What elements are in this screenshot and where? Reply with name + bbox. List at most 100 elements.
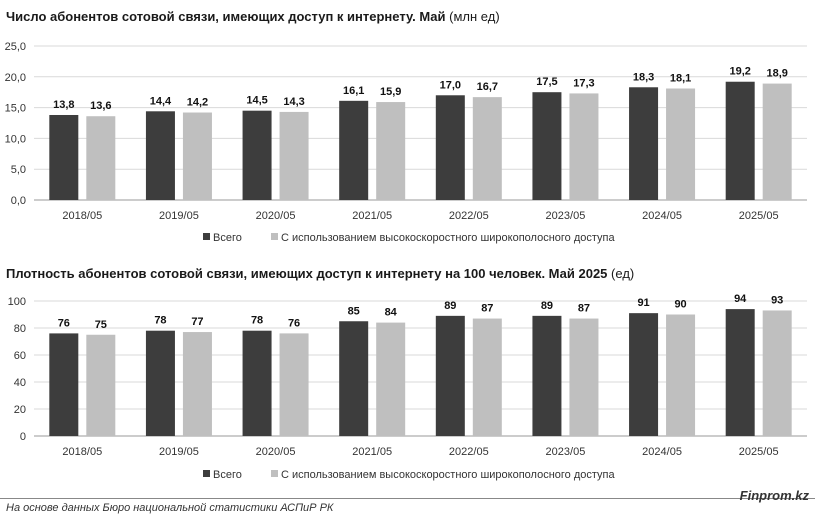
bar-total bbox=[629, 87, 659, 200]
chart-2-unit: (ед) bbox=[611, 266, 635, 281]
bar-broadband bbox=[762, 310, 792, 436]
data-label: 13,8 bbox=[53, 99, 74, 111]
bar-total bbox=[242, 330, 272, 436]
legend-label-total: Всего bbox=[213, 232, 242, 244]
bar-broadband bbox=[182, 112, 212, 200]
chart-1-unit: (млн ед) bbox=[449, 9, 500, 24]
x-tick-label: 2025/05 bbox=[739, 210, 779, 222]
data-label: 93 bbox=[771, 294, 783, 306]
data-label: 75 bbox=[95, 319, 107, 331]
footer-divider bbox=[0, 498, 815, 499]
chart-2-title: Плотность абонентов сотовой связи, имеющ… bbox=[6, 266, 634, 281]
bar-broadband bbox=[666, 314, 696, 436]
x-tick-label: 2020/05 bbox=[256, 446, 296, 458]
bar-total bbox=[339, 321, 369, 436]
x-tick-label: 2024/05 bbox=[642, 210, 682, 222]
bar-total bbox=[725, 81, 755, 200]
bar-total bbox=[629, 313, 659, 436]
bar-total bbox=[145, 111, 175, 200]
data-label: 84 bbox=[385, 307, 398, 319]
data-label: 13,6 bbox=[90, 100, 111, 112]
data-label: 90 bbox=[674, 299, 686, 311]
x-tick-label: 2022/05 bbox=[449, 210, 489, 222]
data-label: 18,9 bbox=[766, 68, 787, 80]
data-label: 76 bbox=[58, 317, 70, 329]
data-label: 14,2 bbox=[187, 97, 208, 109]
data-label: 17,0 bbox=[440, 79, 461, 91]
chart-1-title: Число абонентов сотовой связи, имеющих д… bbox=[6, 9, 500, 24]
y-tick-label: 15,0 bbox=[5, 103, 26, 115]
y-tick-label: 20 bbox=[14, 404, 26, 416]
data-label: 18,3 bbox=[633, 71, 654, 83]
y-tick-label: 60 bbox=[14, 350, 26, 362]
bar-broadband bbox=[279, 111, 309, 200]
data-label: 14,5 bbox=[246, 95, 267, 107]
data-label: 14,3 bbox=[283, 96, 304, 108]
data-label: 87 bbox=[578, 303, 590, 315]
y-tick-label: 0 bbox=[20, 431, 26, 443]
x-tick-label: 2025/05 bbox=[739, 446, 779, 458]
bar-broadband bbox=[472, 318, 502, 436]
bar-broadband bbox=[376, 322, 406, 436]
x-tick-label: 2023/05 bbox=[546, 210, 586, 222]
bar-broadband bbox=[472, 97, 502, 200]
data-label: 91 bbox=[637, 297, 649, 309]
bar-total bbox=[532, 92, 562, 200]
x-tick-label: 2020/05 bbox=[256, 210, 296, 222]
bar-total bbox=[725, 309, 755, 436]
y-tick-label: 5,0 bbox=[11, 164, 26, 176]
y-tick-label: 20,0 bbox=[5, 72, 26, 84]
data-label: 15,9 bbox=[380, 86, 401, 98]
y-tick-label: 25,0 bbox=[5, 41, 26, 53]
x-tick-label: 2022/05 bbox=[449, 446, 489, 458]
bar-total bbox=[435, 315, 465, 436]
legend-swatch-broadband bbox=[271, 233, 278, 240]
data-label: 94 bbox=[734, 293, 747, 305]
x-tick-label: 2018/05 bbox=[62, 446, 102, 458]
legend-label-broadband: С использованием высокоскоростного широк… bbox=[281, 232, 616, 244]
chart-1-title-text: Число абонентов сотовой связи, имеющих д… bbox=[6, 9, 446, 24]
bar-total bbox=[49, 114, 79, 200]
bar-broadband bbox=[376, 102, 406, 200]
chart-2-density: 0 20 40 60 80 100 76 75 2018/05 78 77 2019/05 78 76 20… bbox=[8, 293, 807, 481]
y-tick-label: 40 bbox=[14, 377, 26, 389]
y-tick-label: 10,0 bbox=[5, 133, 26, 145]
data-label: 78 bbox=[154, 315, 166, 327]
x-tick-label: 2018/05 bbox=[62, 210, 102, 222]
x-tick-label: 2019/05 bbox=[159, 210, 199, 222]
x-tick-label: 2021/05 bbox=[352, 210, 392, 222]
bar-total bbox=[242, 110, 272, 200]
bar-total bbox=[532, 315, 562, 436]
bar-total bbox=[339, 100, 369, 200]
legend-swatch-broadband bbox=[271, 470, 278, 477]
chart-2-title-text: Плотность абонентов сотовой связи, имеющ… bbox=[6, 266, 608, 281]
data-label: 17,5 bbox=[536, 76, 557, 88]
y-tick-label: 100 bbox=[8, 296, 26, 308]
chart-1-subscribers: 0,0 5,0 10,0 15,0 20,0 25,0 13,8 13,6 2018/05 14,… bbox=[5, 41, 807, 244]
data-label: 19,2 bbox=[729, 66, 750, 78]
data-label: 16,7 bbox=[477, 81, 498, 93]
brand-logo: Finprom.kz bbox=[739, 488, 809, 503]
y-tick-label: 80 bbox=[14, 323, 26, 335]
legend-swatch-total bbox=[203, 233, 210, 240]
data-label: 17,3 bbox=[573, 77, 594, 89]
bar-broadband bbox=[666, 88, 696, 200]
bar-total bbox=[435, 95, 465, 200]
legend-label-broadband: С использованием высокоскоростного широк… bbox=[281, 469, 616, 481]
data-label: 89 bbox=[541, 300, 553, 312]
data-label: 85 bbox=[348, 305, 360, 317]
bar-total bbox=[145, 330, 175, 436]
x-tick-label: 2023/05 bbox=[546, 446, 586, 458]
legend-label-total: Всего bbox=[213, 469, 242, 481]
bar-broadband bbox=[569, 318, 599, 436]
data-label: 16,1 bbox=[343, 85, 364, 97]
bar-total bbox=[49, 333, 79, 436]
bar-broadband bbox=[762, 83, 792, 200]
legend-swatch-total bbox=[203, 470, 210, 477]
bar-broadband bbox=[182, 332, 212, 436]
x-tick-label: 2024/05 bbox=[642, 446, 682, 458]
y-tick-label: 0,0 bbox=[11, 195, 26, 207]
x-tick-label: 2021/05 bbox=[352, 446, 392, 458]
data-label: 76 bbox=[288, 317, 300, 329]
bar-broadband bbox=[86, 334, 116, 436]
